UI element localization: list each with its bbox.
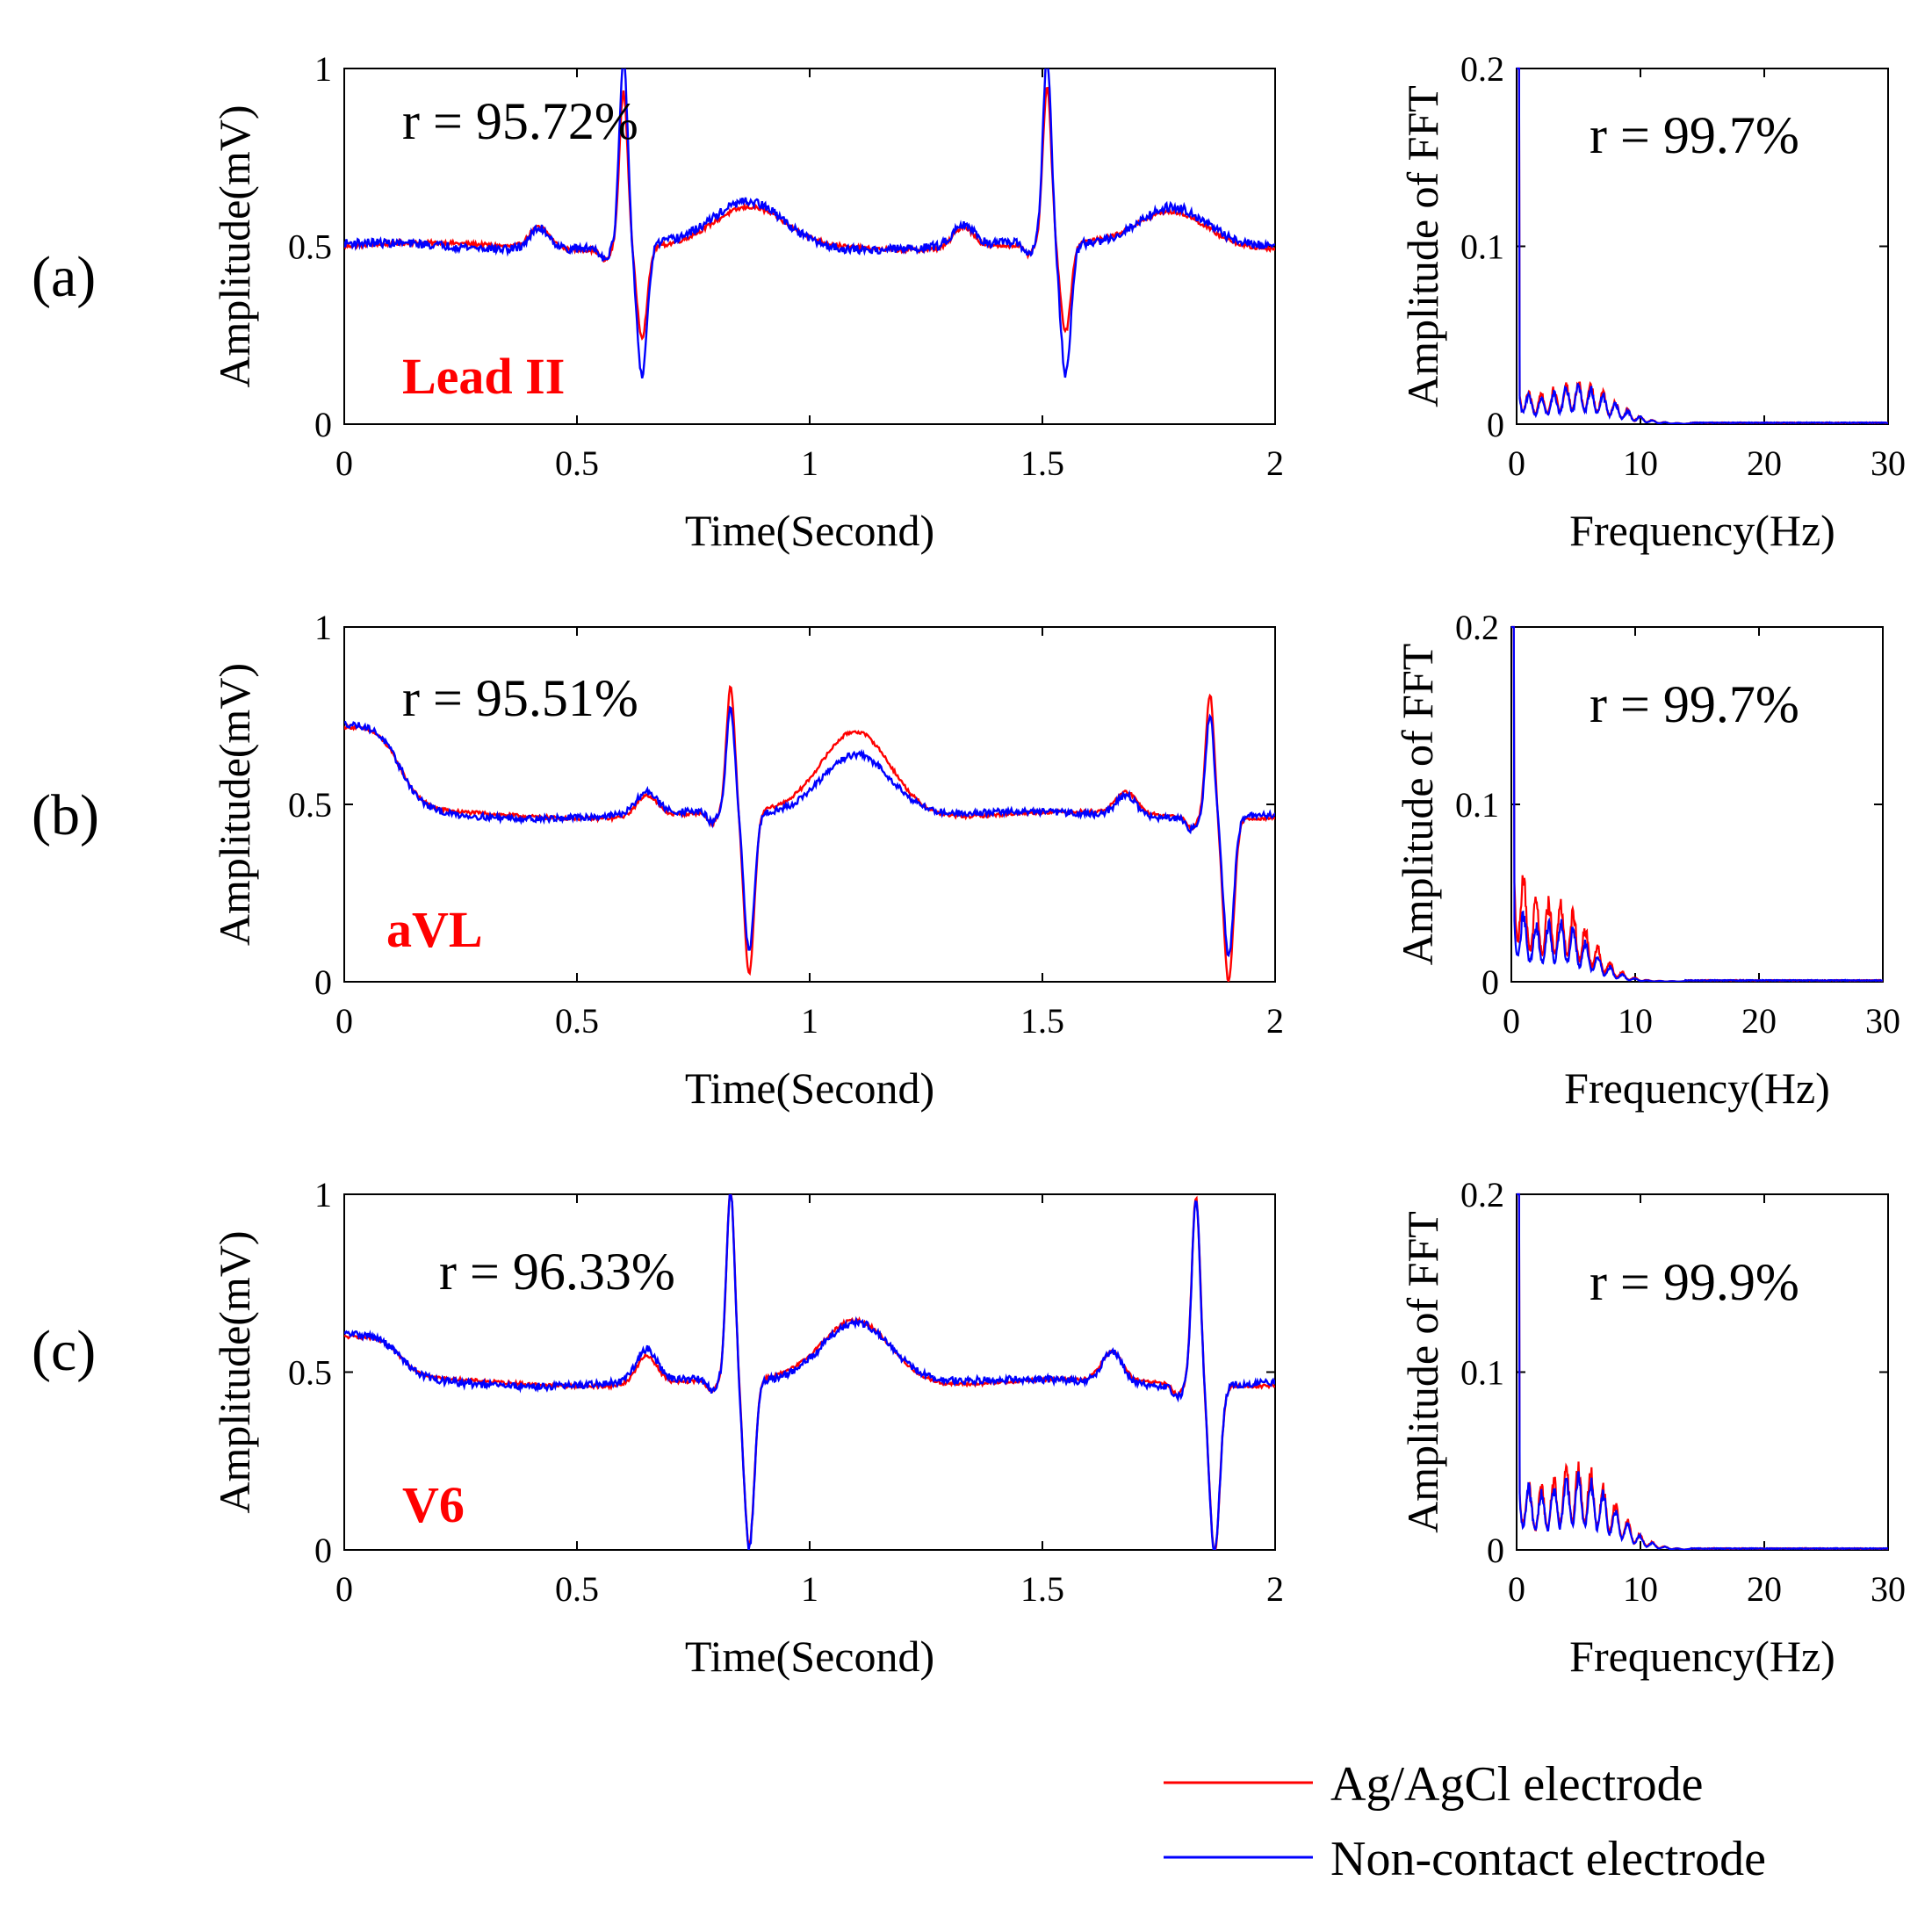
fft-b-xtick-label: 0 [1503, 1001, 1520, 1041]
fft-a-ytick-label: 0.1 [1460, 227, 1504, 267]
ecg-a-panel-label: (a) [32, 245, 96, 309]
ecg-b-xtick-label: 2 [1266, 1001, 1284, 1041]
fft-a-xtick-label: 20 [1747, 443, 1782, 483]
fft-b-xlabel: Frequency(Hz) [1564, 1063, 1830, 1113]
fft-b-correlation-label: r = 99.7% [1590, 675, 1799, 733]
fft-c-axes: 0 10 20 30 0 0.1 0.2 Frequency(Hz) Amplitude of … [1398, 1175, 1906, 1681]
ecg-b-axes: 0 0.5 1 1.5 2 0 0.5 1 Time(Second) Amplitude(mV) [210, 608, 1284, 1113]
ecg-b-ytick-label: 0.5 [288, 785, 332, 825]
ecg-a-ytick-label: 0.5 [288, 227, 332, 267]
ecg-a-ytick-label: 1 [314, 49, 332, 89]
fft-a-series-noncontact [1517, 67, 1888, 424]
fft-c-ytick-label: 0 [1487, 1531, 1504, 1570]
ecg-a-correlation-label: r = 95.72% [402, 92, 638, 150]
ecg-b-xtick-label: 0 [335, 1001, 353, 1041]
fft-c-ylabel: Amplitude of FFT [1398, 1211, 1447, 1533]
ecg-b-xtick-label: 0.5 [555, 1001, 599, 1041]
ecg-c-xtick-label: 1 [801, 1569, 818, 1609]
ecg-a-xtick-label: 0.5 [555, 443, 599, 483]
fft-b-xtick-label: 20 [1741, 1001, 1777, 1041]
fft-a-xtick-label: 10 [1623, 443, 1658, 483]
fft-c-ytick-label: 0.2 [1460, 1175, 1504, 1214]
ecg-a-axes: 0 0.5 1 1.5 2 0 0.5 1 Time(Second) Amplitude(mV) [210, 49, 1284, 555]
fft-c-series-noncontact [1517, 1193, 1888, 1550]
fft-a-axes: 0 10 20 30 0 0.1 0.2 Frequency(Hz) Amplitude of … [1398, 49, 1906, 555]
ecg-b-ytick-label: 1 [314, 608, 332, 647]
ecg-a-xtick-label: 1.5 [1020, 443, 1064, 483]
ecg-c-ylabel: Amplitude(mV) [210, 1230, 259, 1513]
fft-c-xtick-label: 10 [1623, 1569, 1658, 1609]
fft-c-xtick-label: 0 [1508, 1569, 1525, 1609]
fft-a-xtick-label: 30 [1871, 443, 1906, 483]
ecg-a-ylabel: Amplitude(mV) [210, 104, 259, 387]
ecg-b-series-noncontact [344, 705, 1275, 958]
legend: Ag/AgCl electrode Non-contact electrode [1164, 1757, 1766, 1886]
fft-b-ytick-label: 0 [1481, 962, 1499, 1002]
fft-c-series-agagcl [1517, 1193, 1888, 1550]
ecg-c-xtick-label: 1.5 [1020, 1569, 1064, 1609]
fft-c-frame [1516, 1193, 1889, 1551]
fft-b-xtick-label: 30 [1865, 1001, 1900, 1041]
ecg-c-panel-label: (c) [32, 1319, 96, 1383]
ecg-c-xtick-label: 0.5 [555, 1569, 599, 1609]
ecg-c-ytick-label: 1 [314, 1175, 332, 1214]
legend-label-agagcl: Ag/AgCl electrode [1330, 1757, 1704, 1812]
fft-a-correlation-label: r = 99.7% [1590, 106, 1799, 164]
fft-b-axes: 0 10 20 30 0 0.1 0.2 Frequency(Hz) Amplitude of … [1393, 608, 1900, 1113]
ecg-a-lead-label: Lead II [402, 348, 565, 405]
ecg-c-ytick-label: 0.5 [288, 1353, 332, 1393]
ecg-a-series-noncontact [344, 68, 1275, 378]
fft-a-xlabel: Frequency(Hz) [1569, 506, 1835, 555]
fft-a-xtick-label: 0 [1508, 443, 1525, 483]
ecg-b-xtick-label: 1.5 [1020, 1001, 1064, 1041]
ecg-a-xtick-label: 0 [335, 443, 353, 483]
ecg-c-axes: 0 0.5 1 1.5 2 0 0.5 1 Time(Second) Amplitude(mV) [210, 1175, 1284, 1681]
legend-label-noncontact: Non-contact electrode [1330, 1832, 1766, 1886]
ecg-b-ytick-label: 0 [314, 962, 332, 1002]
ecg-b-lead-label: aVL [386, 901, 483, 958]
ecg-b-correlation-label: r = 95.51% [402, 669, 638, 727]
fft-b-xtick-label: 10 [1618, 1001, 1653, 1041]
ecg-b-series-agagcl [344, 685, 1275, 982]
fft-c-correlation-label: r = 99.9% [1590, 1253, 1799, 1311]
ecg-c-xtick-label: 0 [335, 1569, 353, 1609]
ecg-c-lead-label: V6 [402, 1476, 465, 1533]
fft-a-ytick-label: 0.2 [1460, 49, 1504, 89]
fft-b-ylabel: Amplitude of FFT [1393, 644, 1442, 966]
ecg-b-panel-label: (b) [32, 783, 99, 847]
fft-a-ylabel: Amplitude of FFT [1398, 85, 1447, 407]
fft-b-series-noncontact [1511, 625, 1883, 982]
fft-b-ytick-label: 0.1 [1455, 785, 1499, 825]
fft-c-ytick-label: 0.1 [1460, 1353, 1504, 1393]
fft-c-xlabel: Frequency(Hz) [1569, 1632, 1835, 1681]
ecg-b-ylabel: Amplitude(mV) [210, 663, 259, 946]
ecg-b-xtick-label: 1 [801, 1001, 818, 1041]
fft-c-xtick-label: 20 [1747, 1569, 1782, 1609]
ecg-a-xtick-label: 1 [801, 443, 818, 483]
ecg-c-series-noncontact [344, 1194, 1275, 1550]
fft-b-ytick-label: 0.2 [1455, 608, 1499, 647]
ecg-c-xtick-label: 2 [1266, 1569, 1284, 1609]
ecg-a-xlabel: Time(Second) [685, 506, 934, 555]
ecg-b-xlabel: Time(Second) [685, 1063, 934, 1113]
ecg-c-ytick-label: 0 [314, 1531, 332, 1570]
ecg-a-ytick-label: 0 [314, 405, 332, 444]
fft-c-xtick-label: 30 [1871, 1569, 1906, 1609]
ecg-c-correlation-label: r = 96.33% [439, 1243, 675, 1301]
ecg-a-xtick-label: 2 [1266, 443, 1284, 483]
ecg-c-xlabel: Time(Second) [685, 1632, 934, 1681]
fft-a-ytick-label: 0 [1487, 405, 1504, 444]
